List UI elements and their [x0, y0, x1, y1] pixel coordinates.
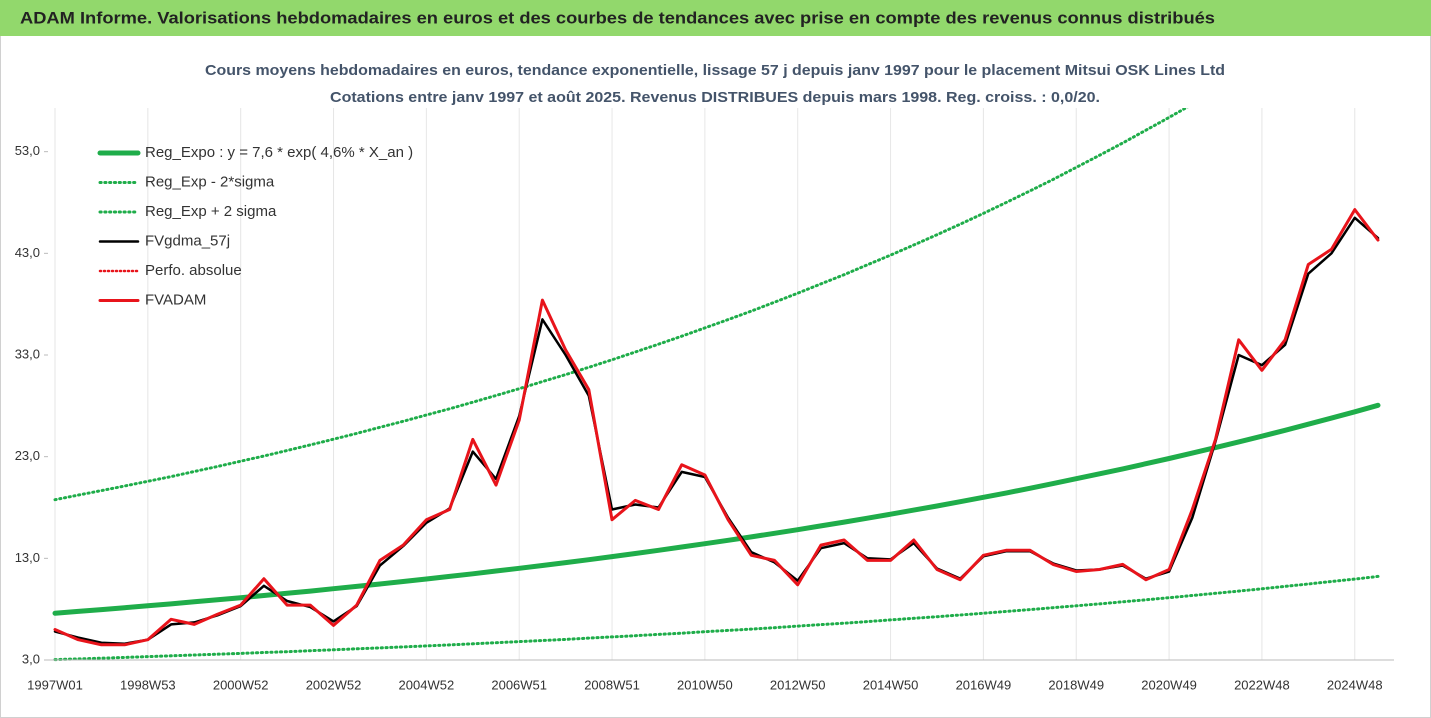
- x-tick-label: 1998W53: [120, 677, 176, 692]
- axes: 3,0 13,0 23,0 33,0 43,0 53,0 1997W01 1998W53 200…: [15, 143, 1394, 692]
- legend-label: FVgdma_57j: [145, 232, 230, 249]
- subtitle: Cotations entre janv 1997 et août 2025. …: [330, 89, 1100, 106]
- legend-label: Reg_Exp + 2 sigma: [145, 203, 277, 220]
- x-tick-label: 2006W51: [491, 677, 547, 692]
- x-tick-label: 2018W49: [1048, 677, 1104, 692]
- series-line: [53, 574, 1380, 662]
- x-tick-label: 2012W50: [770, 677, 826, 692]
- y-tick-label: 53,0: [15, 143, 40, 158]
- x-tick-label: 2004W52: [399, 677, 455, 692]
- legend-label: Perfo. absolue: [145, 262, 242, 279]
- series-line: [53, 208, 1380, 647]
- x-tick-label: 2010W50: [677, 677, 733, 692]
- x-tick-label: 2014W50: [863, 677, 919, 692]
- plot-area: [52, 108, 1381, 662]
- legend-label: Reg_Expo : y = 7,6 * exp( 4,6% * X_an ): [145, 144, 413, 161]
- x-tick-label: 2020W49: [1141, 677, 1197, 692]
- chart-title: ADAM Informe. Valorisations hebdomadaire…: [20, 8, 1215, 27]
- y-tick-label: 33,0: [15, 346, 40, 361]
- x-tick-label: 2008W51: [584, 677, 640, 692]
- legend-label: Reg_Exp - 2*sigma: [145, 173, 275, 190]
- x-tick-label: 2024W48: [1327, 677, 1383, 692]
- x-tick-label: 1997W01: [27, 677, 83, 692]
- y-tick-label: 3,0: [22, 651, 40, 666]
- series-line: [53, 108, 1189, 502]
- x-tick-label: 2002W52: [306, 677, 362, 692]
- grid: [54, 108, 1356, 660]
- y-tick-label: 13,0: [15, 550, 40, 565]
- x-tick-label: 2016W49: [956, 677, 1012, 692]
- y-tick-label: 43,0: [15, 245, 40, 260]
- title-bar: [0, 0, 1431, 36]
- legend-label: FVADAM: [145, 291, 206, 308]
- legend: Reg_Expo : y = 7,6 * exp( 4,6% * X_an ) R…: [97, 144, 413, 308]
- x-tick-label: 2000W52: [213, 677, 269, 692]
- subtitle: Cours moyens hebdomadaires en euros, ten…: [205, 62, 1225, 79]
- x-tick-label: 2022W48: [1234, 677, 1290, 692]
- y-tick-label: 23,0: [15, 448, 40, 463]
